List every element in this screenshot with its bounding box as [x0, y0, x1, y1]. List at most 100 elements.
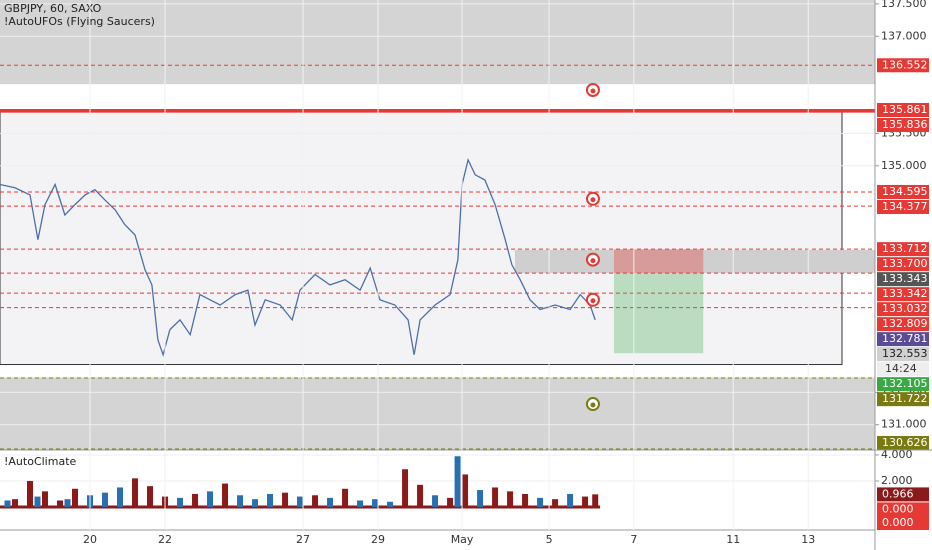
bar [462, 474, 469, 507]
bar [537, 497, 544, 507]
bar [34, 496, 41, 507]
bar [207, 491, 214, 507]
price-label: 135.861 [882, 103, 928, 116]
price-label-box [877, 242, 929, 257]
y-tick-label: 137.000 [881, 29, 927, 42]
bar [27, 480, 34, 507]
x-tick-label: 13 [801, 533, 815, 546]
price-label-box [877, 332, 929, 347]
y-tick-label: 2.000 [881, 474, 913, 487]
bar [522, 493, 529, 507]
bar [132, 478, 139, 507]
bar [237, 495, 244, 507]
price-label: 133.342 [882, 287, 928, 300]
price-label-box [877, 257, 929, 272]
bar [402, 469, 409, 507]
price-label: 0.966 [882, 487, 914, 500]
x-tick-label: 22 [158, 533, 172, 546]
zone [0, 377, 875, 450]
bar [342, 488, 349, 507]
bar [477, 490, 484, 507]
price-label-box [877, 184, 929, 199]
price-label-box [877, 317, 929, 332]
price-label-box [877, 199, 929, 214]
countdown-box [877, 362, 929, 377]
bar [177, 497, 184, 507]
countdown: 14:24 [885, 362, 917, 375]
bar [357, 500, 364, 507]
bar [432, 495, 439, 507]
price-label-box [877, 487, 929, 502]
ufo-marker-dot [590, 298, 596, 304]
bar [72, 488, 79, 507]
price-label: 132.809 [882, 317, 928, 330]
level-band [514, 249, 875, 274]
chart-title: GBPJPY, 60, SAXO [4, 2, 102, 15]
bar [102, 492, 109, 507]
x-tick-label: 29 [371, 533, 385, 546]
bar [582, 496, 589, 507]
bar [42, 491, 49, 507]
bar [387, 501, 394, 507]
price-label: 132.781 [882, 332, 928, 345]
y-tick-label: 131.000 [881, 418, 927, 431]
price-label: 136.552 [882, 58, 928, 71]
bar [222, 483, 229, 507]
price-label: 134.595 [882, 185, 928, 198]
price-label-box [877, 302, 929, 317]
bar [552, 499, 559, 507]
price-pane: 137.500137.000135.500135.000131.500131.0… [0, 0, 929, 450]
bar [147, 486, 154, 507]
price-label: 0.000 [882, 502, 914, 515]
price-label: 133.700 [882, 257, 928, 270]
price-label: 132.105 [882, 377, 928, 390]
indicator-name: !AutoUFOs (Flying Saucers) [4, 15, 155, 28]
price-label: 131.722 [882, 392, 928, 405]
bar [507, 491, 514, 507]
bar [57, 500, 64, 507]
stop-zone [613, 249, 704, 274]
price-label-box [877, 392, 929, 407]
price-label: 133.032 [882, 302, 928, 315]
price-label-box [877, 272, 929, 287]
y-tick-label: 135.000 [881, 159, 927, 172]
x-tick-label: May [451, 533, 474, 546]
bar [252, 499, 259, 507]
ufo-box [0, 110, 843, 366]
bar [312, 495, 319, 507]
bar [492, 487, 499, 507]
bar [417, 484, 424, 507]
price-label: 130.626 [882, 436, 928, 449]
bar [297, 496, 304, 507]
bar [372, 499, 379, 507]
zone [0, 0, 875, 85]
price-label-box [877, 58, 929, 73]
ufo-marker-dot [590, 88, 596, 94]
y-tick-label: 137.500 [881, 0, 927, 10]
indicator-title: !AutoClimate [4, 455, 77, 468]
price-label-box [877, 118, 929, 133]
bar [567, 493, 574, 507]
price-label: 134.377 [882, 200, 928, 213]
bar [4, 500, 11, 507]
ufo-marker-dot [590, 402, 596, 408]
bar [117, 487, 124, 507]
x-tick-label: 27 [296, 533, 310, 546]
price-label-box [877, 436, 929, 450]
price-label-box [877, 103, 929, 118]
bar [64, 499, 71, 507]
target-zone [613, 273, 704, 354]
x-tick-label: 7 [630, 533, 637, 546]
bar [282, 492, 289, 507]
price-label: 0.000 [882, 516, 914, 529]
x-tick-label: 5 [546, 533, 553, 546]
bar [454, 456, 461, 507]
bar [12, 499, 19, 507]
x-tick-label: 20 [83, 533, 97, 546]
ufo-marker-dot [590, 197, 596, 203]
price-label-box [877, 287, 929, 302]
price-label: 133.343 [882, 272, 928, 285]
price-label: 133.712 [882, 242, 928, 255]
